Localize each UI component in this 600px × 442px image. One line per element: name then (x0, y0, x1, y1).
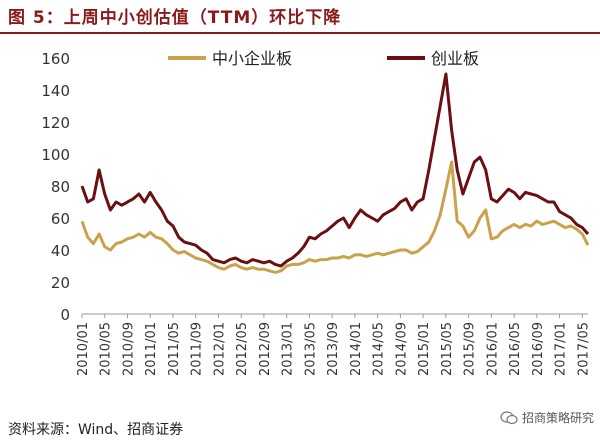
y-tick-label: 120 (41, 114, 70, 132)
chart-legend: 中小企业板 创业板 (168, 49, 479, 68)
x-tick-label: 2011/05 (167, 322, 182, 376)
y-tick-label: 40 (51, 242, 70, 260)
x-tick-label: 2016/05 (508, 322, 523, 376)
line-chart: 0 20 40 60 80 100 120 140 160 2010/01 2010/05 2010/… (41, 49, 591, 376)
wechat-icon (500, 410, 518, 424)
x-tick-label: 2013/05 (303, 322, 318, 376)
title-divider (0, 32, 600, 34)
source-note: 资料来源：Wind、招商证券 (8, 422, 184, 438)
x-tick-label: 2010/09 (121, 322, 136, 376)
x-tick-label: 2010/01 (76, 322, 91, 376)
x-tick-label: 2010/05 (99, 322, 114, 376)
x-tick-label: 2013/09 (326, 322, 341, 376)
x-tick-label: 2017/01 (554, 322, 569, 376)
x-tick-label: 2012/09 (258, 322, 273, 376)
series-line-gem (80, 72, 590, 268)
x-tick-label: 2012/05 (235, 322, 250, 376)
x-tick-label: 2014/09 (394, 322, 409, 376)
y-tick-label: 140 (41, 82, 70, 100)
x-tick-label: 2011/09 (190, 322, 205, 376)
x-tick-label: 2016/09 (531, 322, 546, 376)
watermark-text: 招商策略研究 (521, 411, 594, 425)
legend-label: 中小企业板 (212, 49, 292, 68)
x-tick-label: 2017/05 (576, 322, 591, 376)
y-tick-label: 0 (60, 306, 70, 324)
y-tick-label: 160 (41, 50, 70, 68)
series-line-sme (80, 160, 590, 274)
x-tick-label: 2015/01 (417, 322, 432, 376)
y-tick-label: 80 (51, 178, 70, 196)
chart-axes: 0 20 40 60 80 100 120 140 160 2010/01 2010/05 2010/… (41, 50, 591, 376)
x-tick-label: 2015/05 (440, 322, 455, 376)
y-tick-label: 60 (51, 210, 70, 228)
y-tick-label: 20 (51, 274, 70, 292)
watermark: 招商策略研究 (500, 409, 594, 426)
x-tick-label: 2015/09 (463, 322, 478, 376)
chart-series (80, 72, 590, 274)
x-tick-label: 2016/01 (485, 322, 500, 376)
y-tick-label: 100 (41, 146, 70, 164)
figure-title: 图 5：上周中小创估值（TTM）环比下降 (8, 8, 342, 28)
x-tick-label: 2013/01 (281, 322, 296, 376)
x-tick-label: 2011/01 (144, 322, 159, 376)
x-tick-label: 2014/01 (349, 322, 364, 376)
x-tick-label: 2012/01 (212, 322, 227, 376)
x-tick-label: 2014/05 (372, 322, 387, 376)
legend-label: 创业板 (431, 49, 479, 68)
